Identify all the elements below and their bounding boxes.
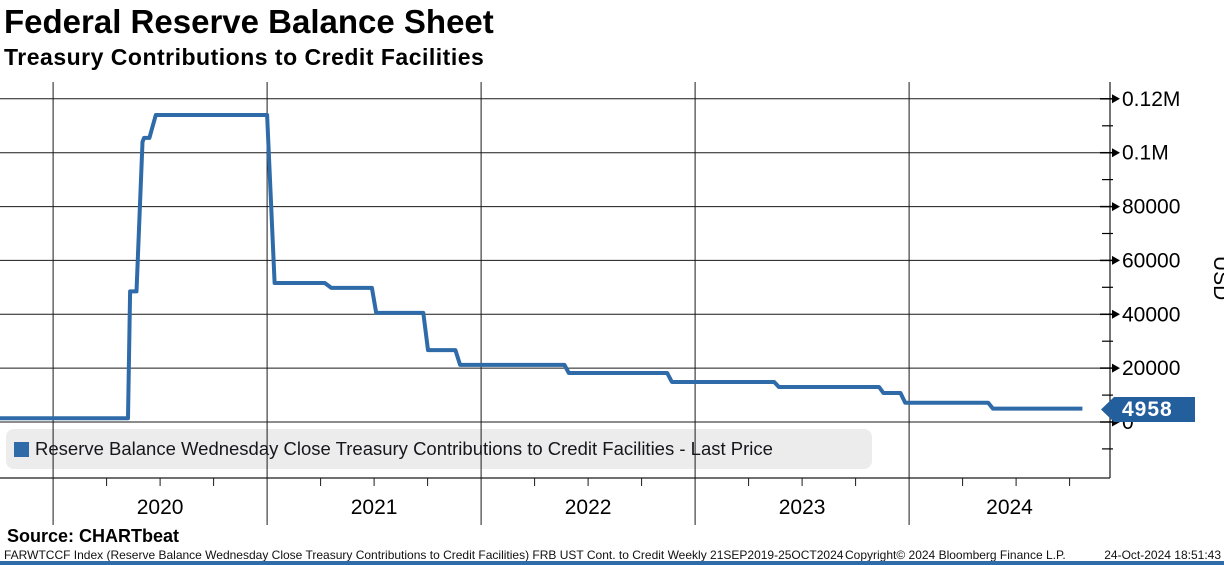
svg-text:80000: 80000 (1122, 196, 1180, 219)
svg-text:2023: 2023 (779, 496, 826, 519)
last-price-badge: 4958 (1101, 395, 1195, 424)
footer: FARWTCCF Index (Reserve Balance Wednesda… (0, 548, 1224, 562)
svg-text:2020: 2020 (137, 496, 184, 519)
y-axis-title: USD (1209, 256, 1224, 301)
legend: Reserve Balance Wednesday Close Treasury… (6, 429, 872, 469)
legend-swatch-icon (14, 441, 29, 457)
last-price-value: 4958 (1122, 397, 1173, 421)
svg-text:2021: 2021 (351, 496, 398, 519)
footer-index-description: FARWTCCF Index (Reserve Balance Wednesda… (4, 548, 844, 562)
svg-text:20000: 20000 (1122, 357, 1180, 380)
svg-text:60000: 60000 (1122, 249, 1180, 272)
svg-text:2024: 2024 (986, 496, 1033, 519)
bottom-accent-bar (0, 561, 1224, 565)
footer-copyright: Copyright© 2024 Bloomberg Finance L.P. (845, 548, 1066, 562)
footer-timestamp: 24-Oct-2024 18:51:43 (1104, 548, 1221, 562)
svg-text:0.1M: 0.1M (1122, 142, 1169, 165)
svg-text:0.12M: 0.12M (1122, 88, 1180, 111)
page-title: Federal Reserve Balance Sheet (4, 3, 494, 40)
source-label: Source: CHARTbeat (7, 526, 180, 546)
svg-text:2022: 2022 (565, 496, 612, 519)
chart-subtitle: Treasury Contributions to Credit Facilit… (4, 44, 485, 70)
legend-label: Reserve Balance Wednesday Close Treasury… (35, 438, 773, 459)
svg-text:40000: 40000 (1122, 303, 1180, 326)
